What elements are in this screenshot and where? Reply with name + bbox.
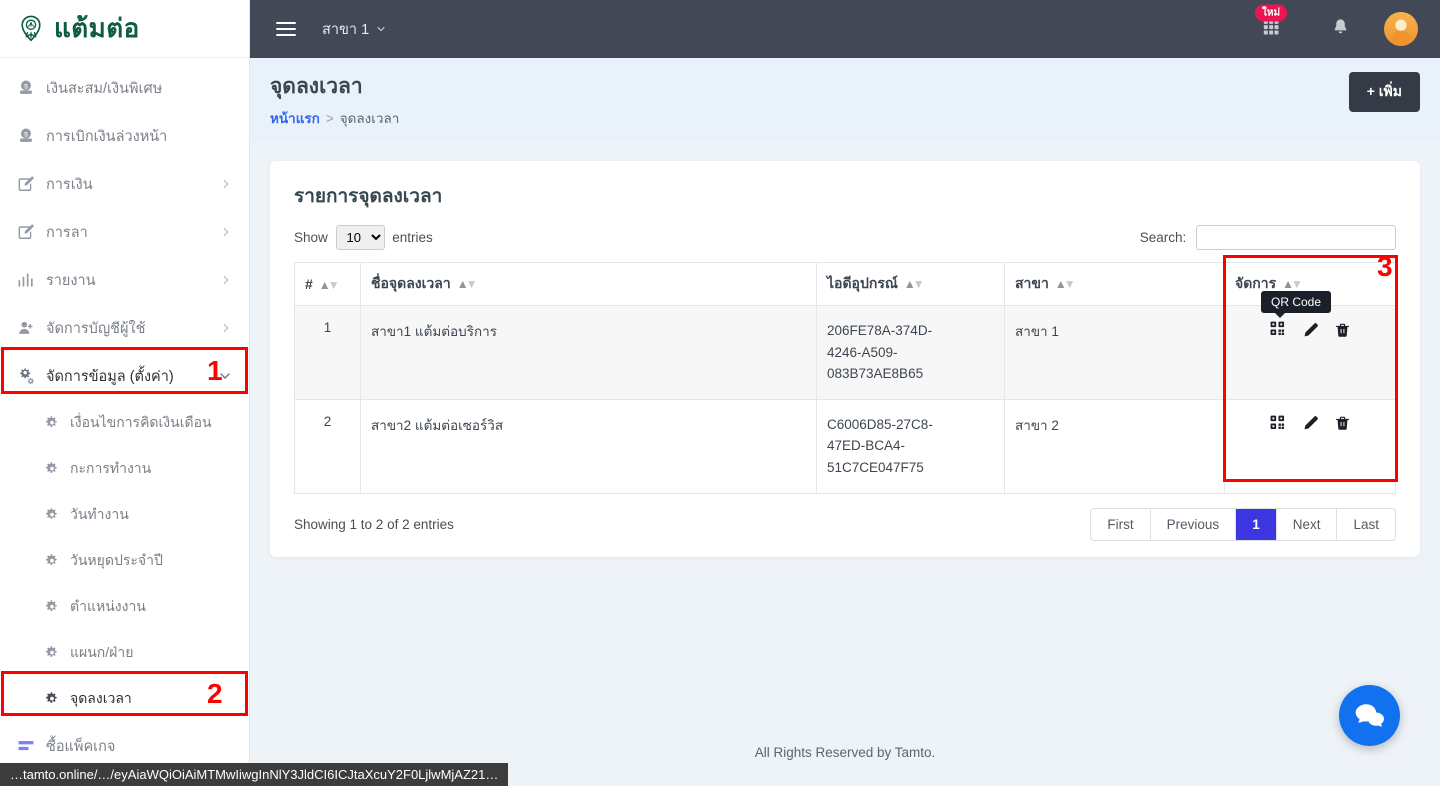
svg-text:$: $ (24, 131, 28, 138)
svg-text:$: $ (24, 83, 28, 90)
